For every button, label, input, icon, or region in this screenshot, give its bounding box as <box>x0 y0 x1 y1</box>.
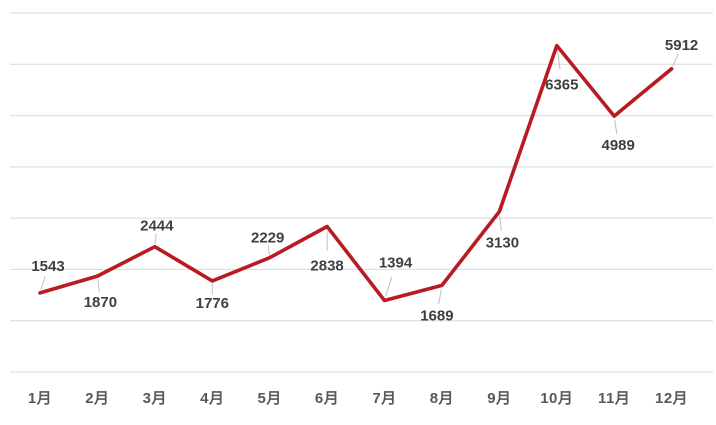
data-labels-group: 1543 1870 2444 1776 2229 2838 1394 1689 3130 6365… <box>31 37 698 325</box>
x-axis-label: 6月 <box>315 390 339 407</box>
x-axis-label: 3月 <box>143 390 167 407</box>
data-label: 3130 <box>486 235 519 252</box>
label-leaders-group <box>40 50 679 305</box>
label-leader-line <box>499 215 502 231</box>
series-line <box>38 43 674 303</box>
x-axis-label: 11月 <box>598 390 630 407</box>
x-axis-labels-group: 1月 2月 3月 4月 5月 6月 7月 8月 9月 10月 11月 12月 <box>28 390 688 407</box>
x-axis-label: 10月 <box>540 390 573 407</box>
x-axis-label: 9月 <box>487 390 511 407</box>
x-axis-label: 7月 <box>372 390 396 407</box>
label-leader-line <box>154 233 157 245</box>
x-axis-label: 4月 <box>200 390 224 407</box>
x-axis-label: 1月 <box>28 390 52 407</box>
data-label: 1394 <box>379 255 413 272</box>
x-axis-label: 5月 <box>258 390 282 407</box>
data-label: 4989 <box>602 137 635 154</box>
data-label: 6365 <box>545 77 578 94</box>
data-label: 1776 <box>196 295 229 312</box>
data-label: 1870 <box>84 294 117 311</box>
label-leader-line <box>672 53 679 67</box>
gridlines-group <box>10 12 713 373</box>
data-label: 2444 <box>140 218 174 235</box>
data-label: 1543 <box>31 258 64 275</box>
label-leader-line <box>556 50 561 70</box>
data-label: 1689 <box>420 307 453 324</box>
label-leader-line <box>40 275 46 290</box>
x-axis-label: 8月 <box>430 390 454 407</box>
data-label: 5912 <box>665 37 698 54</box>
data-label: 2838 <box>310 258 343 275</box>
data-label: 2229 <box>251 230 284 247</box>
x-axis-label: 2月 <box>85 390 109 407</box>
label-leader-line <box>614 119 618 135</box>
label-leader-line <box>97 279 100 293</box>
label-leader-line <box>267 245 270 256</box>
label-leader-line <box>385 276 393 297</box>
label-leader-line <box>438 288 442 305</box>
x-axis-label: 12月 <box>655 390 688 407</box>
